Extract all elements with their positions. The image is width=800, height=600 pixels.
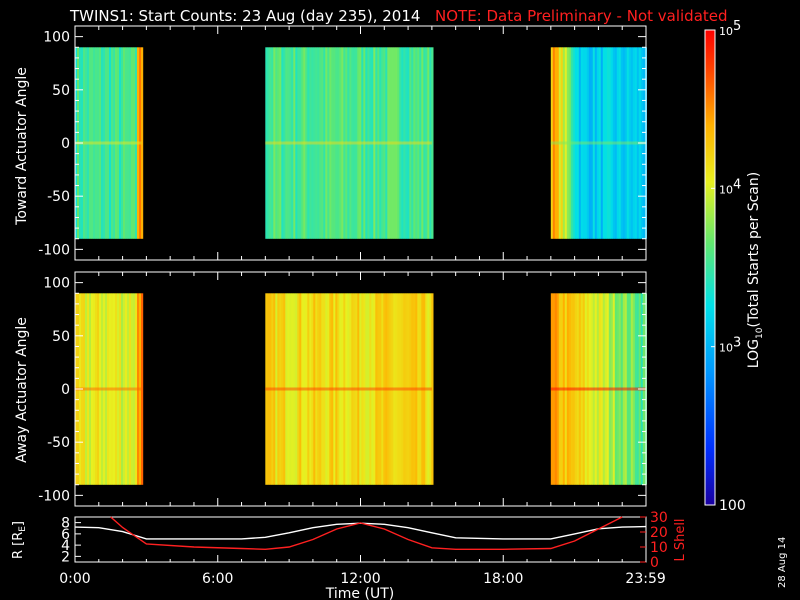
orbit-ytick-label: 8 — [61, 516, 70, 532]
away-ytick-label: 100 — [43, 276, 70, 292]
colorbar-label-tail: (Total Starts per Scan) — [746, 172, 762, 328]
l-shell-tick-label: 10 — [650, 540, 668, 556]
away-heatmap-panel: 100 50 0 -50 -100 — [38, 271, 647, 507]
colorbar-label-sub: 10 — [755, 327, 765, 339]
toward-midline — [265, 141, 432, 145]
colorbar-tick-base: 10 — [719, 25, 733, 38]
x-tick-label: 6:00 — [202, 571, 233, 587]
l-shell-tick-label: 30 — [650, 510, 668, 526]
x-axis-title: Time (UT) — [325, 586, 394, 600]
away-midline — [265, 387, 432, 391]
l-shell-tick-label: 0 — [650, 555, 659, 571]
toward-ytick-label: -50 — [47, 189, 70, 205]
radius-line — [74, 522, 647, 540]
colorbar-tick-exp: 3 — [733, 336, 741, 351]
away-midline — [550, 387, 646, 391]
toward-ylabel: Toward Actuator Angle — [14, 67, 30, 226]
away-column — [431, 293, 434, 485]
colorbar-tick-exp: 5 — [733, 19, 741, 34]
toward-column — [431, 47, 434, 239]
away-midline — [75, 387, 142, 391]
preliminary-note: NOTE: Data Preliminary - Not validated — [435, 7, 728, 25]
colorbar-tick-label: 104 — [719, 177, 741, 196]
l-shell-label: L Shell — [673, 518, 688, 561]
orbit-ytick-label: 2 — [61, 549, 70, 565]
x-tick-label: 23:59 — [625, 571, 665, 587]
toward-midline — [75, 141, 142, 145]
toward-ytick-label: 50 — [52, 83, 70, 99]
colorbar-tick-base: 10 — [719, 183, 733, 196]
orbit-ylabel-text: R [R — [11, 532, 26, 559]
orbit-ytick-label: 4 — [61, 538, 70, 554]
toward-heatmap-panel: 100 50 0 -50 -100 — [38, 25, 647, 261]
toward-ytick-label: 0 — [61, 136, 70, 152]
date-stamp: 28 Aug 14 — [777, 537, 788, 588]
toward-ytick-label: -100 — [38, 242, 70, 258]
colorbar-tick-exp: 4 — [733, 177, 741, 192]
orbit-ytick-label: 6 — [61, 527, 70, 543]
away-ytick-label: -100 — [38, 488, 70, 504]
toward-ytick-label: 100 — [43, 30, 70, 46]
toward-midline — [550, 141, 646, 145]
away-ytick-label: 50 — [52, 329, 70, 345]
colorbar-label-log: LOG — [746, 339, 762, 368]
orbit-ylabel: R [RE] — [11, 521, 28, 559]
colorbar-tick-base: 10 — [719, 342, 733, 355]
orbit-ylabel-sub: E — [18, 526, 28, 532]
l-shell-line — [110, 516, 623, 551]
x-tick-label: 0:00 — [59, 571, 90, 587]
away-ylabel: Away Actuator Angle — [14, 317, 30, 463]
orbit-ylabel-end: ] — [11, 521, 26, 526]
chart-title: TWINS1: Start Counts: 23 Aug (day 235), … — [69, 7, 420, 25]
toward-column — [141, 47, 144, 239]
colorbar-label: LOG10(Total Starts per Scan) — [746, 172, 765, 368]
colorbar-tick-base: 100 — [719, 498, 746, 514]
colorbar-tick-label: 100 — [719, 498, 746, 514]
x-tick-label: 18:00 — [483, 571, 523, 587]
away-ytick-label: -50 — [47, 435, 70, 451]
colorbar-tick-label: 105 — [719, 19, 741, 38]
colorbar-gradient — [704, 29, 716, 506]
away-ytick-label: 0 — [61, 382, 70, 398]
colorbar-tick-label: 103 — [719, 336, 741, 355]
away-column — [141, 293, 144, 485]
l-shell-tick-label: 20 — [650, 525, 668, 541]
x-tick-label: 12:00 — [340, 571, 380, 587]
